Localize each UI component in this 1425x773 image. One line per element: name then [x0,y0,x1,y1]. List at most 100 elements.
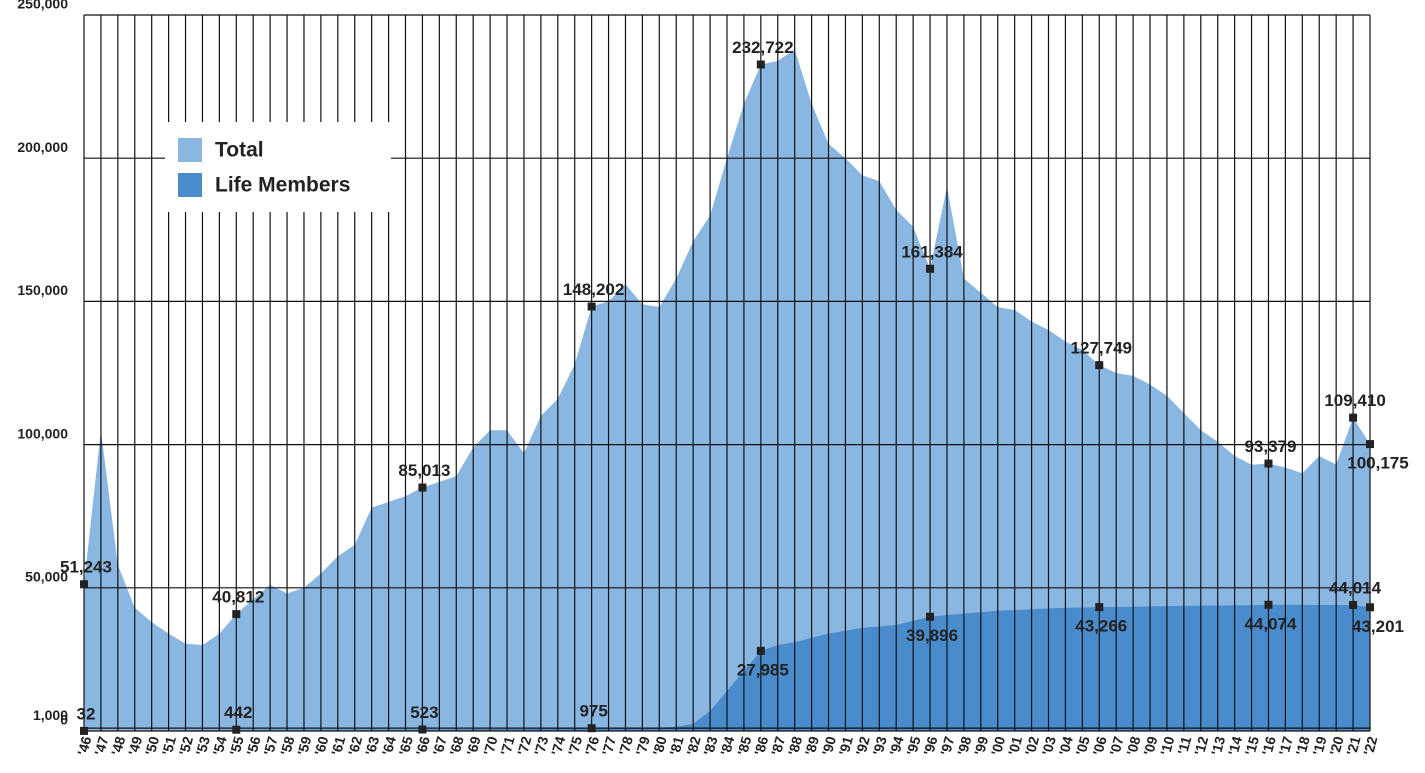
data-label: 85,013 [398,461,450,480]
x-tick-label: '58 [277,734,297,757]
x-tick-label: '09 [1140,734,1160,757]
x-tick-label: '80 [649,734,669,757]
x-tick-label: '07 [1106,734,1126,757]
legend-box [165,122,391,212]
x-tick-label: '72 [514,734,534,757]
marker [587,302,596,311]
marker [1349,413,1358,422]
marker [80,580,88,589]
y-tick-label: 250,000 [17,0,68,12]
x-tick-label: '48 [108,734,128,757]
x-tick-label: '01 [1005,734,1025,757]
marker [587,724,596,733]
x-tick-label: '54 [209,734,229,757]
x-tick-label: '53 [193,734,213,757]
x-tick-label: '47 [91,734,111,757]
data-label: 44,014 [1329,578,1382,597]
x-tick-label: '67 [429,734,449,757]
x-tick-label: '88 [785,734,805,757]
marker [926,612,935,621]
x-tick-label: '68 [446,734,466,757]
x-tick-label: '90 [819,734,839,757]
data-label: 975 [579,702,607,721]
marker [1264,459,1273,468]
legend-swatch [178,138,202,162]
x-tick-label: '63 [362,734,382,757]
data-label: 161,384 [901,242,963,261]
y-tick-label: 1,000 [33,707,68,723]
x-tick-label: '03 [1039,734,1059,757]
data-label: 40,812 [212,588,264,607]
x-tick-label: '84 [717,734,737,757]
marker [418,483,427,492]
data-label: 232,722 [732,38,793,57]
x-tick-label: '18 [1292,734,1312,757]
x-tick-label: '17 [1276,734,1296,757]
x-tick-label: '61 [328,734,348,757]
x-tick-label: '60 [311,734,331,757]
x-tick-label: '14 [1225,734,1245,757]
data-label: 43,201 [1352,617,1404,636]
data-label: 109,410 [1324,391,1385,410]
x-tick-label: '56 [243,734,263,757]
data-label: 148,202 [563,280,624,299]
marker [1349,600,1358,609]
x-tick-label: '92 [852,734,872,757]
x-tick-label: '50 [142,734,162,757]
x-tick-label: '00 [988,734,1008,757]
data-label: 127,749 [1071,339,1132,358]
x-tick-label: '71 [497,734,517,757]
marker [418,725,427,734]
data-label: 39,896 [906,626,958,645]
x-tick-label: '46 [74,734,94,757]
legend-label: Total [215,139,264,162]
marker [1095,603,1104,612]
x-tick-label: '69 [463,734,483,757]
x-tick-label: '70 [480,734,500,757]
x-tick-label: '77 [599,734,619,757]
x-tick-label: '66 [413,734,433,757]
x-tick-label: '87 [768,734,788,757]
data-label: 43,266 [1075,617,1127,636]
data-label: 32 [77,704,96,723]
marker [1264,600,1273,609]
x-tick-label: '74 [548,734,568,757]
y-tick-label: 150,000 [17,282,68,298]
x-tick-label: '55 [226,734,246,757]
marker [232,610,241,619]
x-tick-label: '05 [1072,734,1092,757]
marker [1095,361,1104,370]
x-tick-label: '83 [700,734,720,757]
data-label: 100,175 [1347,454,1408,473]
legend: Total Life Members [165,122,391,212]
data-label: 27,985 [737,660,789,679]
marker [232,725,241,734]
x-tick-label: '94 [886,734,906,757]
x-tick-label: '96 [920,734,940,757]
x-tick-label: '79 [633,734,653,757]
x-tick-label: '11 [1174,734,1194,756]
x-tick-label: '97 [937,734,957,757]
x-tick-label: '76 [582,734,602,757]
marker [1366,603,1374,612]
x-tick-label: '62 [345,734,365,757]
marker [80,726,88,735]
x-tick-label: '21 [1343,734,1363,757]
x-tick-label: '98 [954,734,974,757]
x-tick-label: '57 [260,734,280,757]
legend-swatch [178,173,202,197]
x-tick-label: '91 [836,734,856,757]
x-tick-label: '22 [1360,734,1380,757]
y-tick-label: 0 [60,712,68,728]
x-tick-label: '12 [1191,734,1211,757]
x-tick-label: '51 [159,734,179,757]
x-tick-label: '16 [1259,734,1279,757]
y-tick-label: 50,000 [25,569,68,585]
x-tick-label: '89 [802,734,822,757]
x-tick-label: '13 [1208,734,1228,757]
x-tick-label: '08 [1123,734,1143,757]
x-tick-label: '15 [1242,734,1262,757]
x-tick-label: '49 [125,734,145,757]
x-tick-label: '64 [379,734,399,757]
